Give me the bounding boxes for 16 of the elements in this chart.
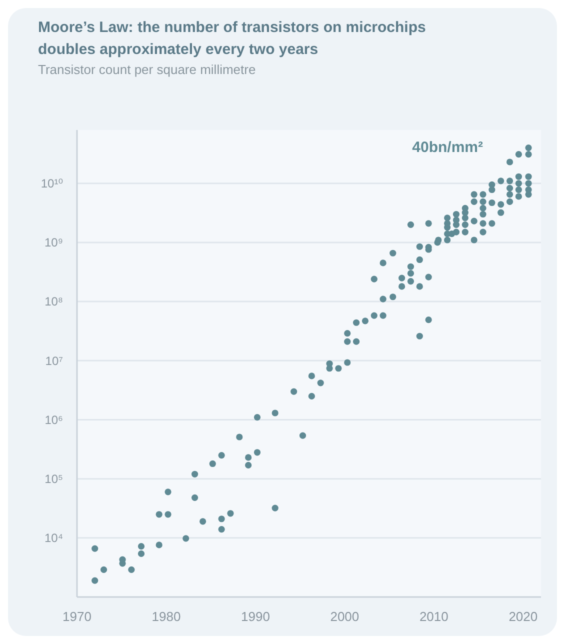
- chart-title: Moore’s Law: the number of transistors on microchips doubles approximately every two years: [38, 19, 426, 58]
- y-tick-label: 10¹⁰: [40, 176, 64, 191]
- y-tick-label: 10⁷: [45, 354, 63, 368]
- annotation: 40bn/mm²: [412, 139, 483, 156]
- chart-subtitle: Transistor count per square millimetre: [38, 62, 256, 77]
- y-tick-label: 10⁹: [44, 236, 63, 250]
- x-tick-label: 2010: [419, 609, 448, 624]
- x-tick-label: 1980: [152, 609, 181, 624]
- y-tick-label: 10⁸: [44, 294, 63, 309]
- x-tick-label: 1990: [241, 609, 270, 624]
- y-tick-label: 10⁶: [44, 412, 64, 427]
- x-tick-label: 2020: [508, 609, 538, 624]
- y-tick-label: 10⁵: [44, 472, 64, 486]
- x-tick-label: 2000: [330, 609, 360, 624]
- y-tick-label: 10⁴: [44, 531, 63, 546]
- x-tick-label: 1970: [62, 609, 92, 624]
